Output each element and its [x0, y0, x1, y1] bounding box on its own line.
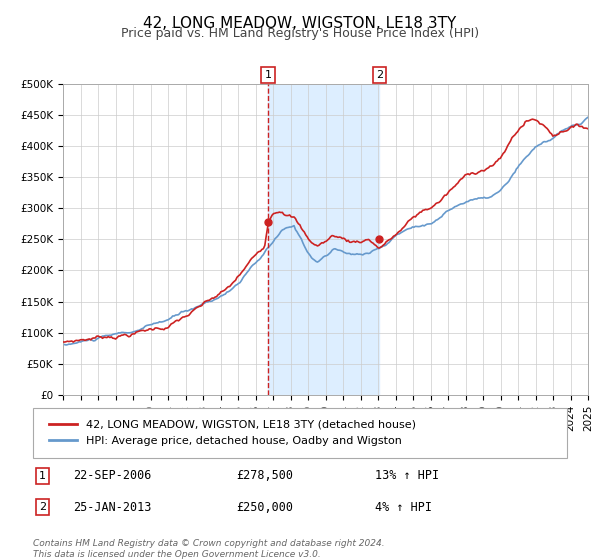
Text: Contains HM Land Registry data © Crown copyright and database right 2024.
This d: Contains HM Land Registry data © Crown c… [33, 539, 385, 559]
Text: 1: 1 [39, 471, 46, 481]
Text: £250,000: £250,000 [236, 501, 293, 514]
FancyBboxPatch shape [33, 408, 567, 458]
Text: 42, LONG MEADOW, WIGSTON, LE18 3TY: 42, LONG MEADOW, WIGSTON, LE18 3TY [143, 16, 457, 31]
Text: 4% ↑ HPI: 4% ↑ HPI [375, 501, 432, 514]
Text: 2: 2 [39, 502, 46, 512]
Text: Price paid vs. HM Land Registry's House Price Index (HPI): Price paid vs. HM Land Registry's House … [121, 27, 479, 40]
Text: £278,500: £278,500 [236, 469, 293, 482]
Legend: 42, LONG MEADOW, WIGSTON, LE18 3TY (detached house), HPI: Average price, detache: 42, LONG MEADOW, WIGSTON, LE18 3TY (deta… [44, 414, 422, 451]
Text: 1: 1 [265, 70, 272, 80]
Text: 13% ↑ HPI: 13% ↑ HPI [375, 469, 439, 482]
Text: 22-SEP-2006: 22-SEP-2006 [73, 469, 151, 482]
Text: 25-JAN-2013: 25-JAN-2013 [73, 501, 151, 514]
Bar [268, 84, 379, 395]
Text: 2: 2 [376, 70, 383, 80]
